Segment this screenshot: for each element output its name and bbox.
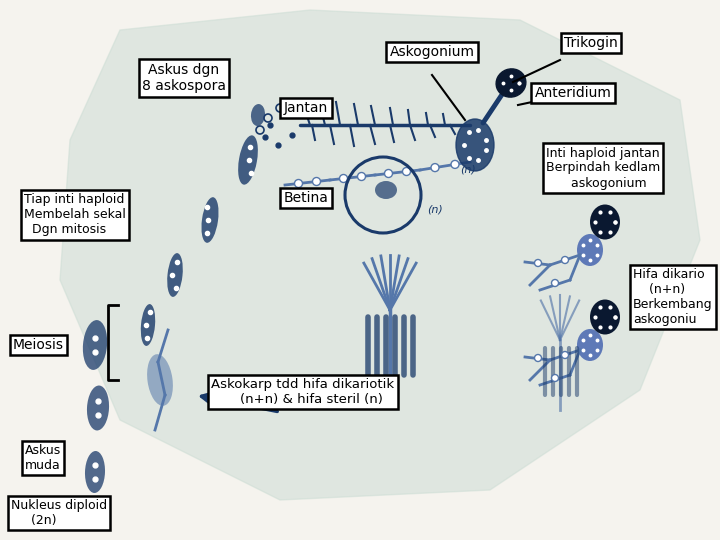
Ellipse shape	[141, 304, 156, 346]
Text: Askogonium: Askogonium	[390, 45, 474, 59]
Ellipse shape	[167, 253, 183, 297]
Circle shape	[552, 280, 559, 287]
Ellipse shape	[496, 69, 526, 97]
Ellipse shape	[590, 205, 620, 240]
Ellipse shape	[202, 197, 219, 243]
Circle shape	[562, 256, 569, 264]
Circle shape	[384, 170, 392, 178]
Ellipse shape	[577, 234, 603, 266]
Circle shape	[312, 178, 320, 186]
Text: Anteridium: Anteridium	[534, 86, 611, 100]
Polygon shape	[60, 10, 700, 500]
Text: Tiap inti haploid
Membelah sekal
  Dgn mitosis: Tiap inti haploid Membelah sekal Dgn mit…	[24, 193, 126, 237]
Text: Trikogin: Trikogin	[564, 36, 618, 50]
Text: (n): (n)	[427, 205, 443, 215]
Circle shape	[552, 375, 559, 381]
Text: Askus dgn
8 askospora: Askus dgn 8 askospora	[142, 63, 226, 93]
Ellipse shape	[577, 329, 603, 361]
Ellipse shape	[238, 136, 258, 185]
Text: Askokarp tdd hifa dikariotik
    (n+n) & hifa steril (n): Askokarp tdd hifa dikariotik (n+n) & hif…	[212, 378, 395, 406]
Ellipse shape	[87, 386, 109, 430]
Circle shape	[562, 352, 569, 359]
Ellipse shape	[83, 320, 107, 370]
Circle shape	[534, 354, 541, 361]
Ellipse shape	[147, 354, 173, 406]
Text: Betina: Betina	[284, 191, 328, 205]
Ellipse shape	[85, 451, 105, 493]
Ellipse shape	[251, 104, 265, 126]
Circle shape	[451, 160, 459, 168]
Ellipse shape	[456, 119, 494, 171]
Circle shape	[294, 179, 302, 187]
Ellipse shape	[590, 300, 620, 334]
Circle shape	[402, 167, 410, 176]
Text: Askus
muda: Askus muda	[25, 444, 61, 472]
Text: Jantan: Jantan	[284, 101, 328, 115]
Circle shape	[431, 164, 439, 172]
Text: Inti haploid jantan
Berpindah kedlam
   askogonium: Inti haploid jantan Berpindah kedlam ask…	[546, 146, 660, 190]
Text: Hifa dikario
    (n+n)
Berkembang
askogoniu: Hifa dikario (n+n) Berkembang askogoniu	[633, 268, 713, 326]
Text: (n): (n)	[460, 165, 476, 175]
Circle shape	[358, 172, 366, 180]
Ellipse shape	[375, 181, 397, 199]
Text: Meiosis: Meiosis	[13, 338, 64, 352]
Circle shape	[534, 260, 541, 267]
Text: Nukleus diploid
     (2n): Nukleus diploid (2n)	[11, 499, 107, 527]
Circle shape	[340, 174, 348, 183]
